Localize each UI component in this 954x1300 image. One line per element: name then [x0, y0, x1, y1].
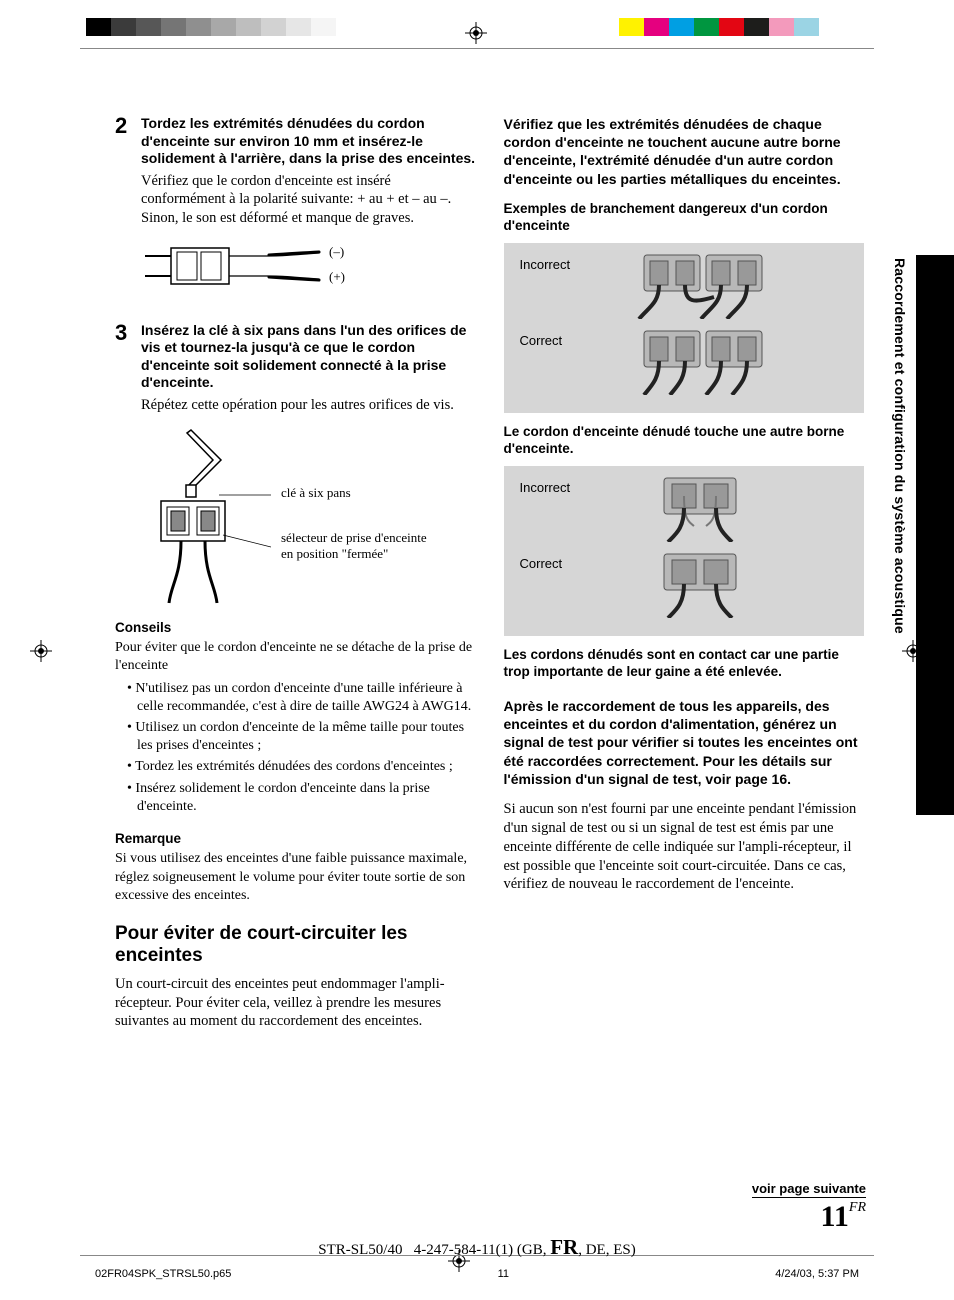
example-correct-row: Correct [520, 329, 853, 395]
polarity-minus-label: (–) [329, 244, 369, 261]
hexkey-label: clé à six pans [281, 485, 431, 502]
section-side-label: Raccordement et configuration du système… [892, 258, 908, 634]
example-incorrect-row: Incorrect [520, 253, 853, 319]
troubleshoot-paragraph: Si aucun son n'est fourni par une encein… [504, 800, 865, 894]
page-content: 2 Tordez les extrémités dénudées du cord… [115, 115, 864, 1210]
examples-heading: Exemples de branchement dangereux d'un c… [504, 200, 865, 235]
section-body: Un court-circuit des enceintes peut endo… [115, 975, 476, 1032]
tips-heading: Conseils [115, 619, 476, 637]
terminal-incorrect2-icon [594, 476, 774, 542]
note-heading: Remarque [115, 830, 476, 848]
selector-label: sélecteur de prise d'enceinte en positio… [281, 530, 431, 564]
right-column: Vérifiez que les extrémités dénudées de … [504, 115, 865, 1210]
incorrect-label: Incorrect [520, 476, 584, 497]
example-box-2: Incorrect Correct [504, 466, 865, 636]
step-heading: Tordez les extrémités dénudées du cordon… [141, 115, 476, 168]
footer-date: 4/24/03, 5:37 PM [775, 1268, 859, 1280]
next-page-link: voir page suivante [752, 1181, 866, 1198]
section-tab-marker [916, 255, 954, 815]
note-body: Si vous utilisez des enceintes d'une fai… [115, 850, 476, 905]
example-box-1: Incorrect Correct [504, 243, 865, 413]
print-colorbar-grayscale [86, 18, 361, 36]
tips-intro: Pour éviter que le cordon d'enceinte ne … [115, 639, 476, 675]
step-3: 3 Insérez la clé à six pans dans l'un de… [115, 322, 476, 605]
terminal-incorrect-icon [594, 253, 774, 319]
tips-item: Tordez les extrémités dénudées des cordo… [127, 758, 476, 776]
hex-key-icon [141, 425, 271, 605]
tips-list: N'utilisez pas un cordon d'enceinte d'un… [127, 680, 476, 816]
left-column: 2 Tordez les extrémités dénudées du cord… [115, 115, 476, 1210]
example-caption-2: Les cordons dénudés sont en contact car … [504, 646, 865, 681]
step-body: Répétez cette opération pour les autres … [141, 396, 476, 415]
footer-page: 11 [498, 1268, 509, 1280]
tips-item: N'utilisez pas un cordon d'enceinte d'un… [127, 680, 476, 716]
tips-item: Utilisez un cordon d'enceinte de la même… [127, 719, 476, 755]
footer-file: 02FR04SPK_STRSL50.p65 [95, 1268, 231, 1280]
warning-paragraph: Vérifiez que les extrémités dénudées de … [504, 115, 865, 188]
terminal-correct2-icon [594, 552, 774, 618]
top-crop-line [80, 48, 874, 49]
registration-mark-icon [30, 640, 52, 662]
footer-model-line: STR-SL50/40 4-247-584-11(1) (GB, FR, DE,… [0, 1235, 954, 1260]
example-caption-1: Le cordon d'enceinte dénudé touche une a… [504, 423, 865, 458]
print-colorbar-color [619, 18, 844, 36]
step-body: Vérifiez que le cordon d'enceinte est in… [141, 172, 476, 229]
registration-mark-icon [465, 22, 487, 44]
tips-item: Insérez solidement le cordon d'enceinte … [127, 780, 476, 816]
example-correct-row: Correct [520, 552, 853, 618]
polarity-plus-label: (+) [329, 269, 369, 286]
step-number: 2 [115, 115, 127, 137]
step-number: 3 [115, 322, 127, 344]
section-heading: Pour éviter de court-circuiter les encei… [115, 923, 476, 967]
example-incorrect-row: Incorrect [520, 476, 853, 542]
correct-label: Correct [520, 329, 584, 350]
print-footer: 02FR04SPK_STRSL50.p65 11 4/24/03, 5:37 P… [95, 1268, 859, 1280]
test-signal-paragraph: Après le raccordement de tous les appare… [504, 697, 865, 788]
step-heading: Insérez la clé à six pans dans l'un des … [141, 322, 476, 392]
step-2: 2 Tordez les extrémités dénudées du cord… [115, 115, 476, 338]
hexkey-figure: clé à six pans sélecteur de prise d'ence… [141, 425, 476, 605]
incorrect-label: Incorrect [520, 253, 584, 274]
correct-label: Correct [520, 552, 584, 573]
page-number: 11FR [821, 1200, 866, 1234]
terminal-correct-icon [594, 329, 774, 395]
